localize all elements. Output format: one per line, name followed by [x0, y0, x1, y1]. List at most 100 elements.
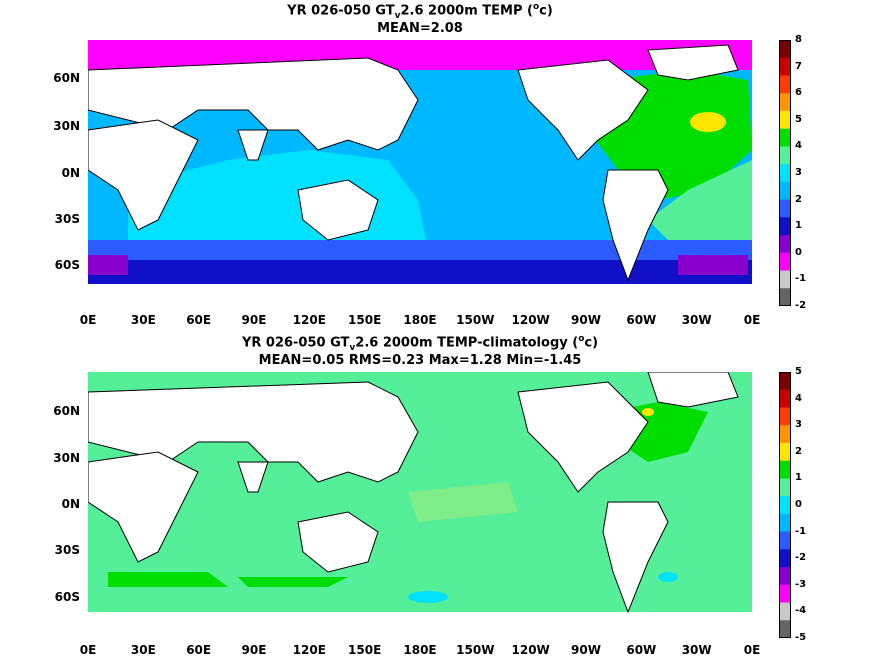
lon-label: 120W [511, 313, 550, 327]
p1-lat-60n: 60N [53, 71, 80, 85]
panel2-stats: MEAN=0.05 RMS=0.23 Max=1.28 Min=-1.45 [258, 353, 582, 368]
p2-lat-30s: 30S [54, 543, 80, 557]
lon-label: 90W [571, 643, 601, 657]
colorbar-label: 0 [795, 499, 802, 510]
lon-label: 120E [292, 313, 326, 327]
land-masses-2 [88, 372, 739, 614]
lon-label: 90E [241, 643, 267, 657]
p2-lat-60s: 60S [54, 590, 80, 604]
colorbar-swatch [779, 602, 791, 621]
lon-label: 120E [292, 643, 326, 657]
negative-anomaly-1 [408, 591, 448, 603]
colorbar-swatch [779, 40, 791, 59]
colorbar-label: -1 [795, 525, 807, 537]
lon-label: 120W [511, 643, 550, 657]
greenland-land [647, 44, 739, 81]
positive-anomaly-3 [238, 577, 348, 587]
colorbar-swatch [779, 460, 791, 479]
lon-label: 150W [456, 313, 495, 327]
greenland-land-2 [647, 372, 739, 408]
panel2-title: YR 026-050 GTv2.6 2000m TEMP-climatology… [241, 334, 599, 353]
lon-label: 0E [743, 313, 761, 327]
negative-anomaly-2 [658, 572, 678, 582]
india-land [237, 129, 269, 161]
colorbar-swatch [779, 620, 791, 638]
australia-land [297, 179, 379, 241]
panel2-map [88, 372, 752, 636]
colorbar-swatch [779, 407, 791, 426]
lon-label: 60W [626, 643, 657, 657]
lon-label: 90E [241, 313, 267, 327]
lon-label: 60W [626, 313, 657, 327]
p1-lat-0n: 0N [61, 166, 80, 180]
lon-label: 30W [681, 643, 712, 657]
warm-patch [690, 112, 726, 132]
p1-lat-60s: 60S [54, 258, 80, 272]
panel1-title: YR 026-050 GTv2.6 2000m TEMP (oc) [287, 2, 553, 21]
colorbar-border [779, 372, 791, 638]
colorbar-swatch [779, 531, 791, 550]
colorbar-label: 4 [795, 140, 802, 152]
colorbar-label: 6 [795, 87, 802, 99]
colorbar-swatch [779, 93, 791, 112]
colorbar-swatch [779, 567, 791, 586]
colorbar-label: -2 [795, 552, 807, 564]
colorbar-swatch [779, 425, 791, 444]
colorbar-swatch [779, 164, 791, 183]
lon-label: 0E [79, 313, 97, 327]
lon-label: 90W [571, 313, 601, 327]
lon-label: 60E [186, 313, 212, 327]
colorbar-swatch [779, 235, 791, 254]
colorbar-label: -4 [795, 605, 807, 617]
panel1-colorbar [779, 40, 791, 306]
positive-anomaly-4 [408, 482, 518, 522]
lon-label: 0E [743, 643, 761, 657]
australia-land-2 [297, 511, 379, 573]
colorbar-swatch [779, 199, 791, 218]
colorbar-swatch [779, 146, 791, 165]
colorbar-label: 1 [795, 472, 802, 484]
antarctica-land [88, 284, 752, 304]
weddell-magenta [678, 255, 748, 275]
colorbar-swatch [779, 57, 791, 76]
colorbar-swatch [779, 442, 791, 462]
colorbar-swatch [779, 128, 791, 147]
p1-lat-30s: 30S [54, 212, 80, 226]
positive-anomaly-2 [108, 572, 228, 587]
colorbar-label: -1 [795, 273, 807, 285]
panel1-map [88, 40, 752, 304]
lon-label: 180E [403, 643, 437, 657]
south-america-land-2 [602, 501, 669, 614]
colorbar-swatch [779, 270, 791, 289]
lon-label: 60E [186, 643, 212, 657]
colorbar-label: 2 [795, 445, 802, 457]
colorbar-label: -2 [795, 300, 807, 311]
lon-label: 180E [403, 313, 437, 327]
africa-land [88, 119, 199, 231]
colorbar-label: 0 [795, 246, 802, 258]
antarctic-magenta [88, 255, 128, 275]
colorbar-swatch [779, 252, 791, 272]
antarctica-land-2 [88, 612, 752, 636]
p1-lat-30n: 30N [53, 119, 80, 133]
colorbar-label: 5 [795, 113, 802, 125]
colorbar-swatch [779, 181, 791, 201]
antarctic-band [88, 260, 752, 286]
colorbar-label: 8 [795, 34, 802, 45]
colorbar-swatch [779, 372, 791, 391]
colorbar-label: -5 [795, 632, 807, 643]
p2-lat-0n: 0N [61, 497, 80, 511]
north-america-land-2 [517, 381, 649, 493]
colorbar-label: 4 [795, 392, 802, 404]
colorbar-swatch [779, 110, 791, 130]
p2-lat-60n: 60N [53, 404, 80, 418]
south-atlantic-region [648, 160, 752, 240]
colorbar-swatch [779, 75, 791, 94]
colorbar-label: 1 [795, 220, 802, 232]
p2-lat-30n: 30N [53, 451, 80, 465]
colorbar-swatch [779, 217, 791, 236]
panel1-stats: MEAN=2.08 [377, 21, 463, 36]
lon-label: 30W [681, 313, 712, 327]
colorbar-border [779, 40, 791, 306]
warm-patch-2 [642, 408, 654, 416]
